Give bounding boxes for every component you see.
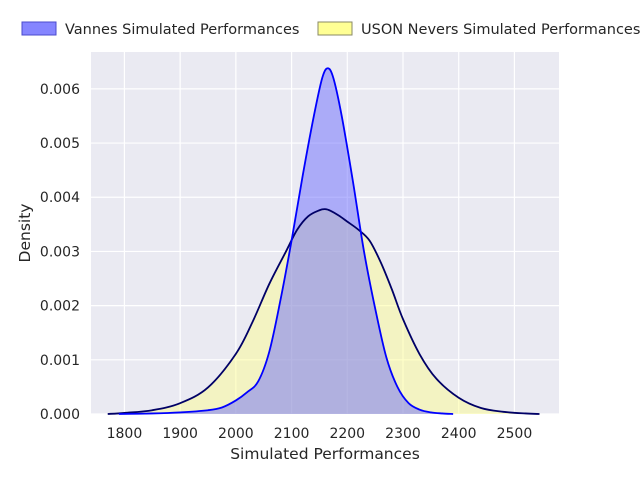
density-line-series-0 <box>118 67 454 415</box>
legend-entry: USON Nevers Simulated Performances <box>317 21 640 38</box>
density-area-series-1 <box>107 209 540 414</box>
y-tick-label: 0.002 <box>40 299 80 315</box>
legend-swatch <box>21 21 57 36</box>
x-tick-label: 1900 <box>162 426 198 442</box>
grid <box>91 52 559 415</box>
density-line-series-1 <box>107 208 540 415</box>
x-tick-label: 2500 <box>497 426 533 442</box>
legend: Vannes Simulated Performances USON Nevers… <box>21 21 640 38</box>
x-tick-label: 2400 <box>441 426 477 442</box>
x-tick-label: 2100 <box>274 426 310 442</box>
x-tick-label: 2300 <box>385 426 421 442</box>
legend-label: Vannes Simulated Performances <box>65 22 299 38</box>
legend-entry: Vannes Simulated Performances <box>21 21 299 38</box>
y-axis-label: Density <box>16 204 34 263</box>
y-tick-label: 0.005 <box>40 136 80 152</box>
y-axis-ticks: 0.000 0.001 0.002 0.003 0.004 0.005 0.006 <box>40 82 80 423</box>
y-tick-label: 0.000 <box>40 407 80 423</box>
x-tick-label: 2000 <box>218 426 254 442</box>
x-axis-label: Simulated Performances <box>230 445 420 463</box>
y-tick-label: 0.004 <box>40 190 80 206</box>
y-tick-label: 0.001 <box>40 353 80 369</box>
plot-area <box>91 52 559 414</box>
legend-swatch <box>317 21 353 36</box>
legend-label: USON Nevers Simulated Performances <box>361 22 640 38</box>
x-tick-label: 1800 <box>107 426 143 442</box>
y-tick-label: 0.003 <box>40 244 80 260</box>
x-tick-label: 2200 <box>329 426 365 442</box>
density-lines <box>107 67 540 415</box>
x-axis-ticks: 1800 1900 2000 2100 2200 2300 2400 2500 <box>107 426 533 442</box>
density-areas <box>107 68 540 414</box>
y-tick-label: 0.006 <box>40 82 80 98</box>
density-area-series-0 <box>118 68 454 414</box>
